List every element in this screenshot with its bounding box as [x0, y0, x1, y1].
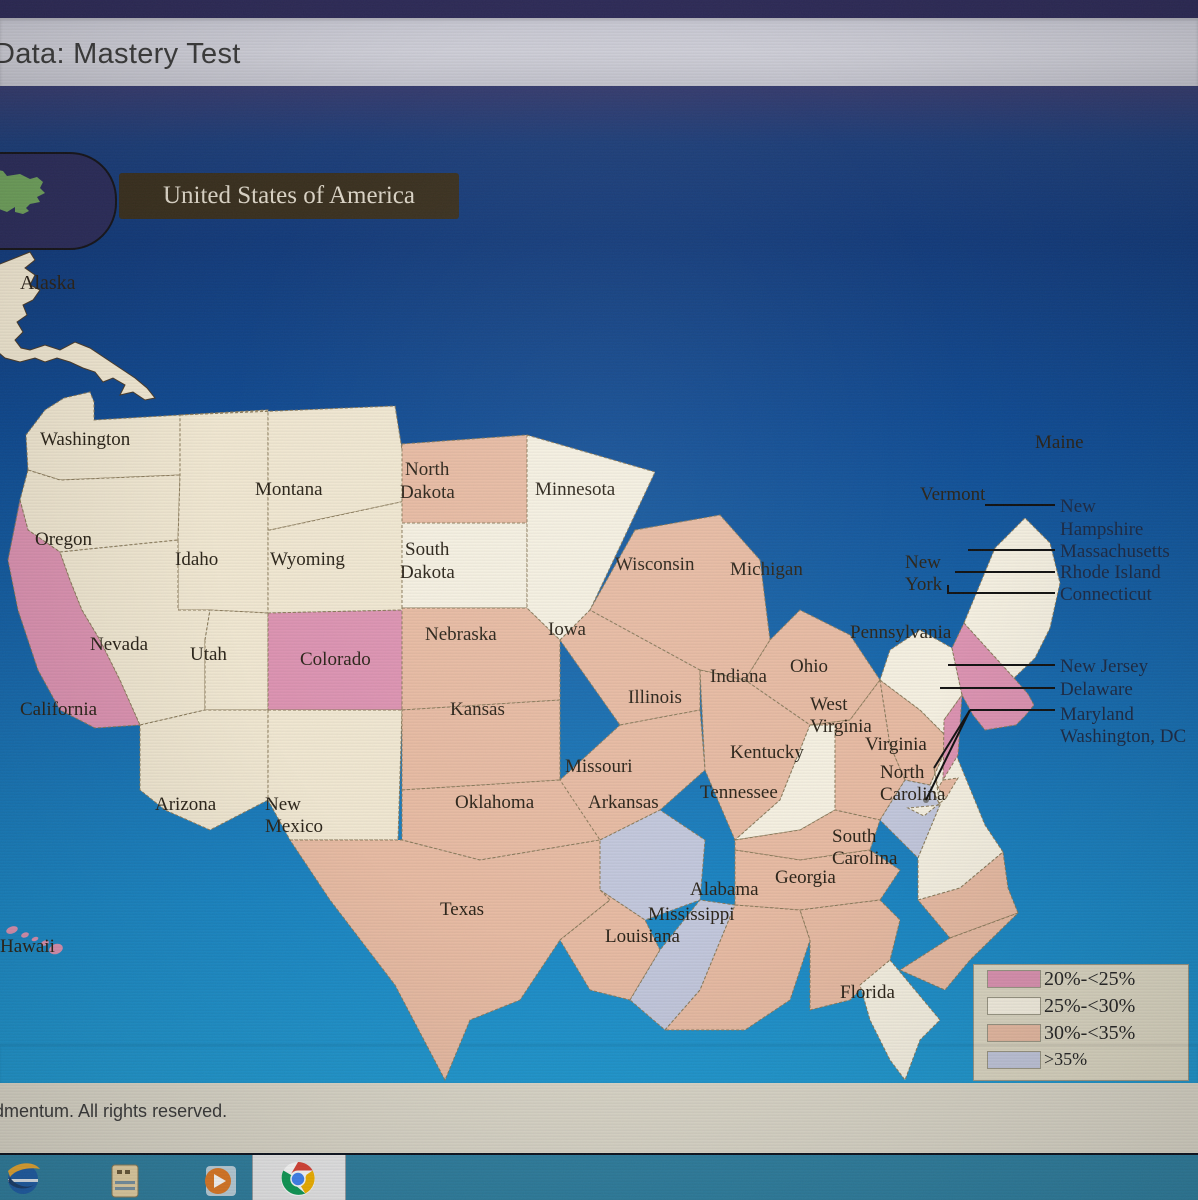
svg-text:Indiana: Indiana: [710, 666, 768, 687]
svg-text:Dakota: Dakota: [400, 562, 455, 583]
svg-text:Montana: Montana: [255, 479, 323, 500]
svg-text:Delaware: Delaware: [1060, 679, 1133, 700]
svg-text:West: West: [810, 694, 848, 715]
svg-text:Oregon: Oregon: [35, 529, 92, 550]
svg-text:Connecticut: Connecticut: [1060, 584, 1153, 605]
svg-text:Maryland: Maryland: [1060, 704, 1134, 725]
svg-text:Michigan: Michigan: [730, 559, 803, 580]
svg-text:Mexico: Mexico: [265, 816, 323, 837]
svg-text:Rhode Island: Rhode Island: [1060, 562, 1161, 583]
svg-text:New: New: [265, 794, 301, 815]
svg-text:Alabama: Alabama: [690, 879, 759, 900]
svg-text:Kansas: Kansas: [450, 699, 505, 720]
svg-text:Hampshire: Hampshire: [1060, 519, 1143, 540]
svg-text:South: South: [832, 826, 877, 847]
svg-text:Maine: Maine: [1035, 432, 1084, 453]
svg-text:Utah: Utah: [190, 644, 227, 665]
svg-text:Oklahoma: Oklahoma: [455, 792, 535, 813]
svg-text:New Jersey: New Jersey: [1060, 656, 1149, 677]
svg-text:North: North: [405, 459, 450, 480]
svg-text:Missouri: Missouri: [565, 756, 633, 777]
svg-text:New: New: [905, 552, 941, 573]
svg-text:Nebraska: Nebraska: [425, 624, 497, 645]
svg-text:Carolina: Carolina: [880, 784, 946, 805]
svg-text:Dakota: Dakota: [400, 482, 455, 503]
svg-text:Virginia: Virginia: [865, 734, 927, 755]
svg-text:Idaho: Idaho: [175, 549, 218, 570]
svg-text:Washington, DC: Washington, DC: [1060, 726, 1186, 747]
svg-text:Virginia: Virginia: [810, 716, 872, 737]
svg-text:Kentucky: Kentucky: [730, 742, 804, 763]
svg-text:Minnesota: Minnesota: [535, 479, 616, 500]
svg-text:Nevada: Nevada: [90, 634, 149, 655]
svg-text:Massachusetts: Massachusetts: [1060, 541, 1170, 562]
svg-text:Tennessee: Tennessee: [700, 782, 778, 803]
svg-text:York: York: [905, 574, 943, 595]
svg-text:Washington: Washington: [40, 429, 131, 450]
svg-text:Vermont: Vermont: [920, 484, 986, 505]
svg-text:Wisconsin: Wisconsin: [615, 554, 695, 575]
svg-text:Pennsylvania: Pennsylvania: [850, 622, 952, 643]
svg-text:Hawaii: Hawaii: [0, 936, 55, 957]
svg-text:Illinois: Illinois: [628, 687, 682, 708]
svg-text:California: California: [20, 699, 98, 720]
svg-text:Wyoming: Wyoming: [270, 549, 345, 570]
svg-text:Ohio: Ohio: [790, 656, 828, 677]
svg-text:New: New: [1060, 496, 1096, 517]
svg-text:Arkansas: Arkansas: [588, 792, 659, 813]
svg-text:Colorado: Colorado: [300, 649, 371, 670]
svg-text:Louisiana: Louisiana: [605, 926, 680, 947]
svg-text:Georgia: Georgia: [775, 867, 836, 888]
svg-text:Arizona: Arizona: [155, 794, 217, 815]
svg-text:Florida: Florida: [840, 982, 895, 1003]
svg-text:Iowa: Iowa: [548, 619, 587, 640]
svg-text:North: North: [880, 762, 925, 783]
svg-text:Mississippi: Mississippi: [648, 904, 735, 925]
svg-text:Texas: Texas: [440, 899, 484, 920]
svg-text:Carolina: Carolina: [832, 848, 898, 869]
svg-text:South: South: [405, 539, 450, 560]
